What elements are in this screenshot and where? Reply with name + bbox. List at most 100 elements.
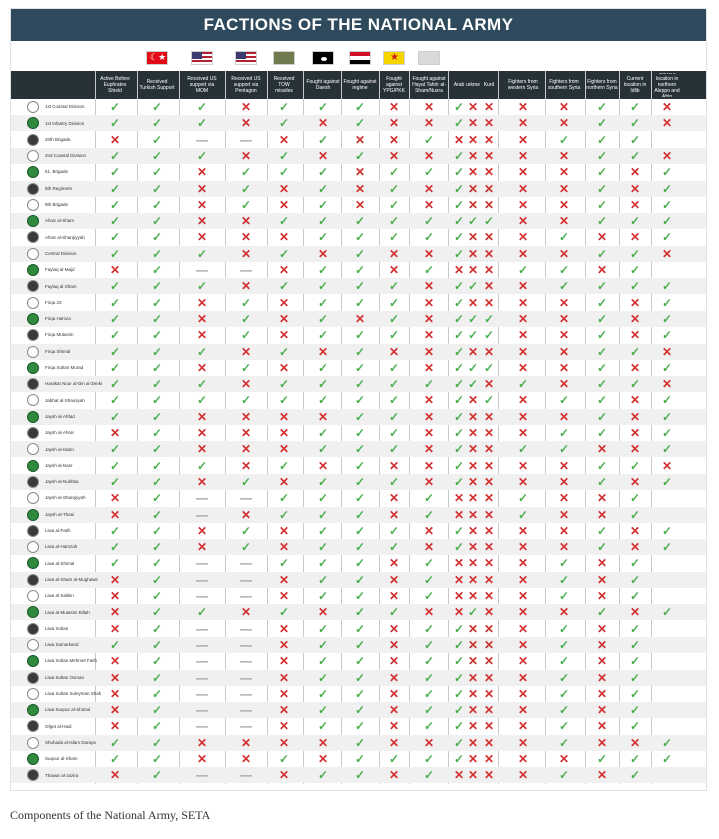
column-header: Received US support via MOM [187, 76, 217, 94]
faction-name: Firqa Hamza [45, 316, 71, 322]
faction-logo-icon [27, 671, 39, 684]
check-icon: ✓ [151, 686, 163, 701]
check-icon: ✓ [278, 165, 290, 180]
cross-icon: ✕ [483, 442, 495, 457]
check-icon: ✓ [151, 263, 163, 277]
check-icon: ✓ [354, 409, 366, 424]
check-icon: ✓ [317, 621, 329, 636]
cross-icon: ✕ [483, 230, 495, 245]
faction-row: Liwa Sultan Osman ✕ ✓ — — ✕ ✓ ✓ ✕ ✓ ✓ ✕ ✕ ✕ ✓ ✕ ✓ [11, 669, 706, 686]
check-icon: ✓ [317, 654, 329, 669]
check-icon: ✓ [354, 735, 366, 750]
flag-icons-row [11, 51, 706, 69]
check-icon: ✓ [453, 752, 465, 766]
cross-icon: ✕ [558, 523, 570, 538]
column-divider [303, 71, 304, 784]
check-icon: ✓ [354, 426, 366, 440]
check-icon: ✓ [661, 605, 673, 620]
cross-icon: ✕ [483, 132, 495, 147]
check-icon: ✓ [629, 507, 641, 522]
check-icon: ✓ [558, 442, 570, 457]
cross-icon: ✕ [423, 426, 435, 440]
check-icon: ✓ [558, 670, 570, 685]
check-icon: ✓ [354, 768, 366, 783]
cross-icon: ✕ [423, 458, 435, 473]
cross-icon: ✕ [109, 572, 121, 587]
cross-icon: ✕ [483, 295, 495, 310]
check-icon: ✓ [317, 230, 329, 245]
check-icon: ✓ [453, 719, 465, 734]
check-icon: ✓ [354, 540, 366, 555]
faction-row: Liwa al-Sham al-Mughawir ✕ ✓ — — ✕ ✓ ✓ ✕ ✓ ✕ ✕ ✕ ✕ ✓ ✕ ✓ [11, 571, 706, 588]
dash-icon: — [196, 132, 208, 147]
check-icon: ✓ [558, 263, 570, 277]
check-icon: ✓ [453, 442, 465, 457]
cross-icon: ✕ [453, 589, 465, 603]
faction-logo-icon [27, 557, 39, 570]
cross-icon: ✕ [109, 768, 121, 783]
check-icon: ✓ [109, 165, 121, 180]
cross-icon: ✕ [388, 246, 400, 261]
column-header: Fought against YPG/PKK [383, 76, 405, 94]
check-icon: ✓ [354, 474, 366, 489]
cross-icon: ✕ [517, 572, 529, 587]
check-icon: ✓ [354, 556, 366, 571]
cross-icon: ✕ [596, 768, 608, 783]
check-icon: ✓ [354, 344, 366, 359]
cross-icon: ✕ [517, 703, 529, 718]
check-icon: ✓ [596, 295, 608, 310]
dash-icon: — [196, 572, 208, 587]
cross-icon: ✕ [278, 442, 290, 457]
check-icon: ✓ [596, 409, 608, 424]
cross-icon: ✕ [483, 344, 495, 359]
cross-icon: ✕ [388, 670, 400, 685]
check-icon: ✓ [517, 377, 529, 392]
faction-name: Liwa al-Shimal [45, 560, 75, 566]
check-icon: ✓ [661, 393, 673, 408]
check-icon: ✓ [517, 263, 529, 277]
cross-icon: ✕ [483, 458, 495, 473]
check-icon: ✓ [558, 621, 570, 636]
check-icon: ✓ [109, 279, 121, 294]
dash-icon: — [240, 589, 252, 603]
column-divider [137, 71, 138, 784]
check-icon: ✓ [317, 197, 329, 212]
faction-logo-icon [27, 492, 39, 505]
dash-icon: — [240, 263, 252, 277]
cross-icon: ✕ [558, 605, 570, 620]
dash-icon: — [240, 572, 252, 587]
check-icon: ✓ [629, 621, 641, 636]
cross-icon: ✕ [388, 148, 400, 163]
faction-name: 5th Regiment [45, 185, 72, 191]
cross-icon: ✕ [388, 703, 400, 718]
check-icon: ✓ [278, 752, 290, 766]
dash-icon: — [196, 703, 208, 718]
check-icon: ✓ [354, 703, 366, 718]
cross-icon: ✕ [629, 197, 641, 212]
cross-icon: ✕ [278, 768, 290, 783]
column-header: Received Turkish Support [139, 79, 175, 91]
faction-name: Jaysh al-Sharqiyyah [45, 495, 86, 501]
cross-icon: ✕ [467, 507, 479, 522]
cross-icon: ✕ [388, 686, 400, 701]
check-icon: ✓ [558, 132, 570, 147]
faction-row: Jaysh al-Ahrar ✕ ✓ ✕ ✕ ✕ ✓ ✓ ✓ ✕ ✓ ✕ ✕ ✕ ✓ ✓ ✕ ✓ [11, 425, 706, 441]
cross-icon: ✕ [517, 230, 529, 245]
dash-icon: — [196, 507, 208, 522]
check-icon: ✓ [317, 100, 329, 114]
check-icon: ✓ [596, 752, 608, 766]
check-icon: ✓ [423, 507, 435, 522]
cross-icon: ✕ [317, 605, 329, 620]
check-icon: ✓ [151, 311, 163, 326]
cross-icon: ✕ [467, 621, 479, 636]
check-icon: ✓ [388, 474, 400, 489]
faction-logo-icon [27, 606, 39, 619]
check-icon: ✓ [278, 393, 290, 408]
cross-icon: ✕ [517, 686, 529, 701]
hts-emblem-icon [418, 51, 440, 65]
cross-icon: ✕ [596, 589, 608, 603]
cross-icon: ✕ [423, 246, 435, 261]
check-icon: ✓ [151, 100, 163, 114]
cross-icon: ✕ [196, 442, 208, 457]
cross-icon: ✕ [240, 458, 252, 473]
